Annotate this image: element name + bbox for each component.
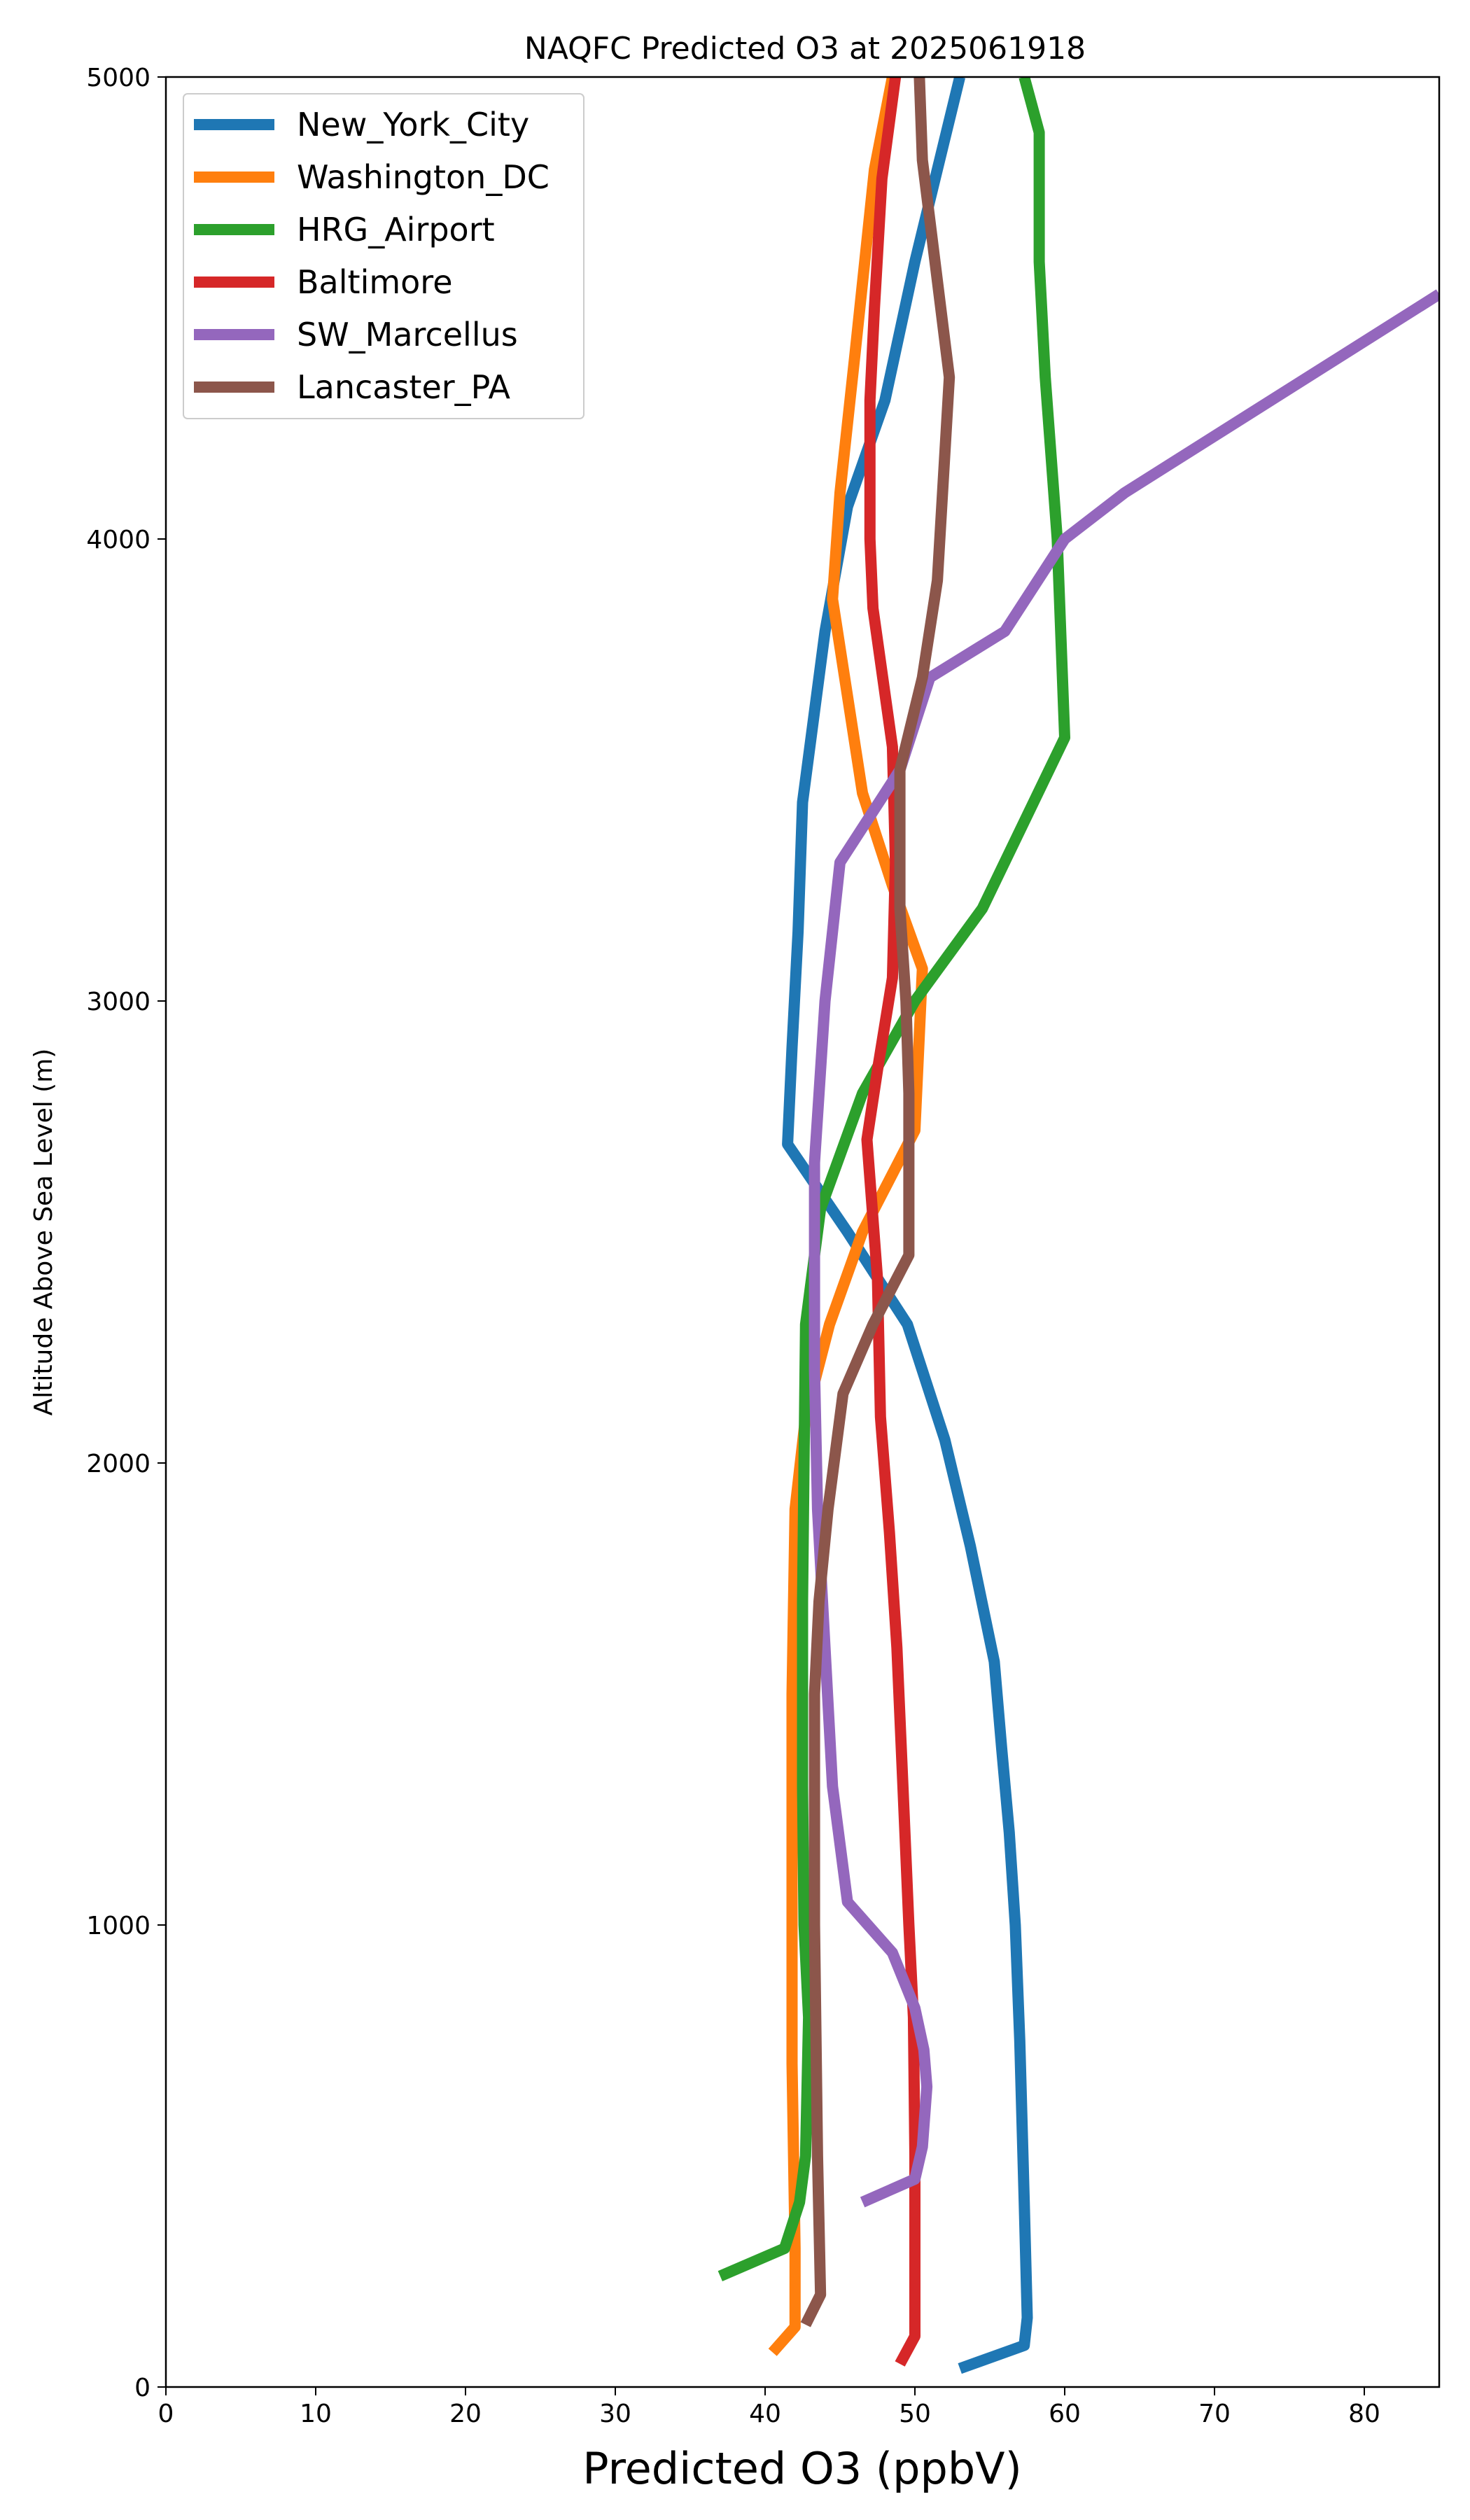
- x-tick-label: 40: [749, 2400, 781, 2428]
- legend-frame: [183, 93, 584, 419]
- legend-label: SW_Marcellus: [297, 316, 518, 354]
- series-line-baltimore: [861, 77, 920, 2367]
- series-layer: [718, 77, 1439, 2374]
- x-tick-label: 30: [599, 2400, 631, 2428]
- y-tick-label: 3000: [86, 988, 150, 1016]
- x-tick-label: 80: [1348, 2400, 1380, 2428]
- x-axis: 0 10 20 30 40 50 60 70 80: [158, 2387, 1380, 2428]
- x-axis-label: Predicted O3 (ppbV): [582, 2443, 1022, 2494]
- x-tick-label: 10: [300, 2400, 332, 2428]
- series-line-lancaster-pa: [800, 77, 955, 2328]
- y-tick-label: 4000: [86, 526, 150, 554]
- legend-label: Baltimore: [297, 263, 453, 301]
- chart-title: NAQFC Predicted O3 at 2025061918: [524, 31, 1086, 66]
- x-tick-label: 20: [449, 2400, 482, 2428]
- legend: New_York_City Washington_DC HRG_Airport Bal…: [183, 93, 584, 419]
- legend-label: Washington_DC: [297, 158, 550, 196]
- series-line-washington-dc: [768, 77, 928, 2356]
- legend-label: Lancaster_PA: [297, 368, 510, 406]
- series-line-sw-marcellus: [808, 289, 1439, 2208]
- y-axis-label: Altitude Above Sea Level (m): [29, 1049, 58, 1416]
- legend-label: HRG_Airport: [297, 211, 495, 248]
- y-tick-label: 2000: [86, 1450, 150, 1478]
- y-axis: 0 1000 2000 3000 4000 5000: [86, 64, 166, 2402]
- y-tick-label: 0: [134, 2374, 150, 2402]
- y-tick-label: 1000: [86, 1912, 150, 1940]
- y-tick-label: 5000: [86, 64, 150, 92]
- x-tick-label: 0: [158, 2400, 174, 2428]
- x-tick-label: 50: [899, 2400, 931, 2428]
- legend-label: New_York_City: [297, 106, 529, 144]
- x-tick-label: 70: [1198, 2400, 1231, 2428]
- x-tick-label: 60: [1049, 2400, 1081, 2428]
- plot-area: [164, 76, 1441, 2388]
- plot-frame: [164, 76, 1441, 2388]
